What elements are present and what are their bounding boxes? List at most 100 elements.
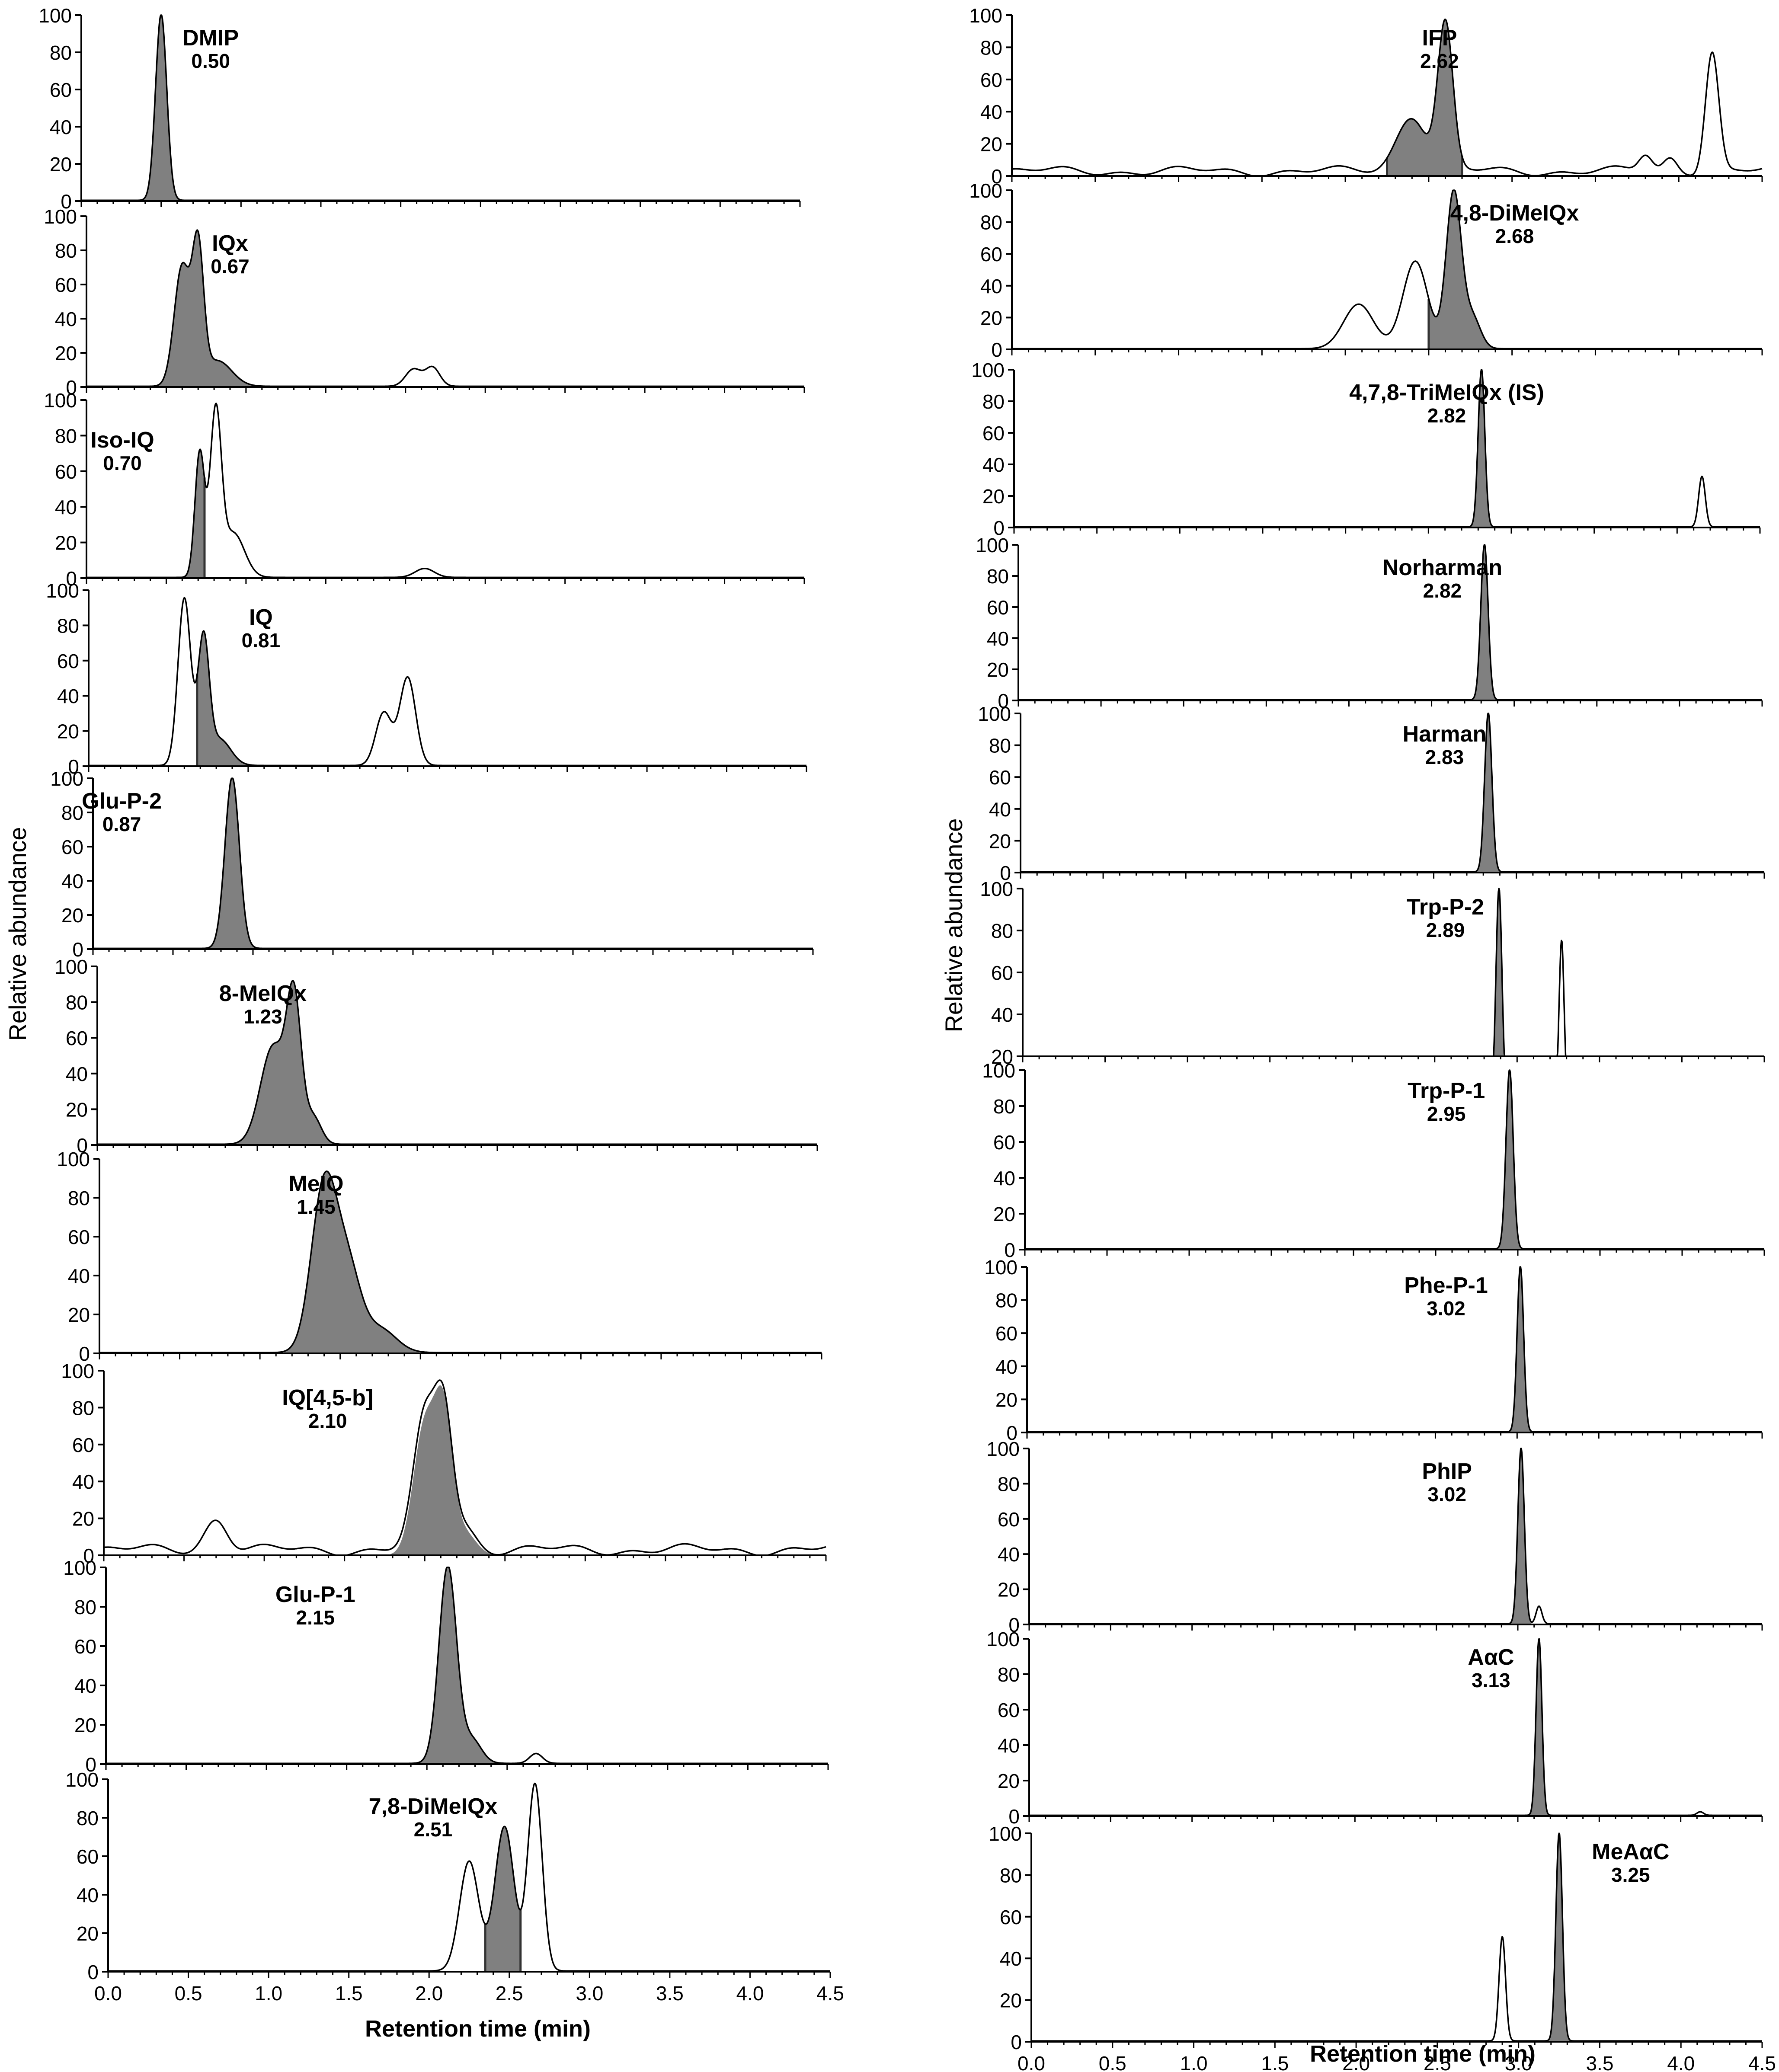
x-tick-label: 3.5 [656,1982,684,2005]
y-tick-label: 100 [50,767,83,790]
chromatogram-trace [99,1170,822,1353]
y-tick-label: 100 [980,878,1013,900]
y-tick-label: 100 [65,1768,99,1791]
compound-label: Trp-P-2 [1407,895,1484,920]
peak-area [235,981,334,1145]
y-tick-label: 20 [991,1046,1013,1068]
y-tick-label: 40 [55,308,77,330]
y-tick-label: 60 [991,962,1013,984]
compound-label: 4,7,8-TriMeIQx (IS) [1349,380,1544,405]
y-tick-label: 0 [1008,1805,1020,1828]
chromatogram-panel-16: 20 40 60 80 100 Trp-P-22.89 [980,878,1765,1068]
y-tick-label: 20 [1000,1989,1022,2012]
x-tick-label: 3.5 [1586,2052,1613,2072]
y-tick-label: 60 [55,460,77,483]
x-tick-label: 1.0 [1180,2052,1208,2072]
peak-area [1490,889,1509,1056]
compound-label: IFP [1422,26,1457,51]
y-tick-label: 80 [987,565,1009,588]
chromatogram-panel-3: 0 20 40 60 80 100 Iso-IQ0.70 [44,389,805,590]
retention-time-label: 3.13 [1472,1669,1510,1691]
y-tick-label: 60 [61,836,83,858]
y-tick-label: 60 [68,1226,90,1248]
compound-label: Norharman [1382,555,1502,580]
y-tick-label: 100 [986,1438,1020,1460]
compound-label: 8-MeIQx [219,981,307,1006]
y-tick-label: 60 [74,1635,96,1658]
chromatogram-trace [1011,19,1763,177]
x-tick-label: 3.0 [576,1982,603,2005]
chromatogram-panel-21: 0 20 40 60 80 100 0.0 0.5 1.0 1.5 2.0 2.5 3.0 3.5 4.0 4… [989,1823,1776,2072]
y-tick-label: 0 [85,1753,96,1776]
y-tick-label: 80 [998,1663,1020,1686]
chromatogram-trace [1022,888,1765,1057]
y-tick-label: 60 [982,422,1005,444]
y-tick-label: 60 [55,274,77,296]
compound-label: DMIP [182,26,239,51]
x-tick-label: 1.5 [335,1982,363,2005]
y-tick-label: 0 [68,755,79,778]
x-tick-label: 0.5 [1099,2052,1126,2072]
y-tick-label: 40 [50,116,72,138]
y-tick-label: 0 [991,339,1002,361]
retention-time-label: 2.95 [1427,1103,1466,1125]
y-tick-label: 20 [998,1770,1020,1792]
retention-time-label: 2.82 [1427,404,1466,427]
y-tick-label: 100 [969,179,1002,202]
retention-time-label: 2.83 [1425,746,1464,768]
peak-area [183,449,205,578]
right-xlabel: Retention time (min) [1310,2041,1536,2067]
y-tick-label: 60 [998,1508,1020,1531]
compound-label: PhIP [1422,1459,1472,1484]
y-tick-label: 80 [66,991,88,1014]
compound-label: 7,8-DiMeIQx [369,1794,498,1819]
chromatogram-trace [1027,1266,1763,1433]
y-tick-label: 40 [998,1734,1020,1757]
chromatogram-trace [1020,713,1765,873]
left-ylabel: Relative abundance [4,827,31,1041]
y-tick-label: 0 [991,165,1002,188]
y-tick-label: 100 [971,359,1005,381]
retention-time-label: 2.82 [1423,579,1462,602]
y-tick-label: 80 [55,425,77,447]
chromatogram-trace [1031,1832,1763,2042]
compound-label: IQ[4,5-b] [282,1385,373,1410]
y-tick-label: 100 [44,205,77,228]
chromatogram-panel-17: 0 20 40 60 80 100 Trp-P-12.95 [982,1059,1765,1261]
x-tick-label: 1.5 [1261,2052,1289,2072]
y-tick-label: 20 [989,830,1011,852]
y-tick-label: 100 [46,579,79,602]
y-tick-label: 0 [1000,862,1011,884]
y-tick-label: 0 [79,1343,90,1365]
compound-label: MeIQ [288,1171,343,1196]
y-tick-label: 0 [66,376,77,399]
retention-time-label: 3.02 [1427,1297,1465,1320]
y-tick-label: 60 [989,766,1011,789]
x-tick-label: 4.5 [816,1982,844,2005]
y-tick-label: 0 [83,1544,94,1567]
compound-label: Glu-P-2 [82,789,162,814]
y-tick-label: 20 [995,1388,1017,1411]
y-tick-label: 20 [55,532,77,554]
retention-time-label: 0.81 [242,629,281,652]
y-tick-label: 80 [1000,1864,1022,1887]
y-tick-label: 80 [991,920,1013,942]
y-tick-label: 80 [995,1289,1017,1312]
y-tick-label: 60 [1000,1906,1022,1928]
compound-label: IQ [249,605,273,630]
y-tick-label: 0 [1004,1239,1015,1261]
retention-time-label: 3.25 [1611,1864,1650,1886]
y-tick-label: 20 [998,1579,1020,1601]
chromatogram-panels: 020406080100DMIP0.50020406080100IQx0.670… [38,4,1776,2072]
peak-area [197,631,253,766]
y-tick-label: 20 [982,485,1005,508]
compound-label: IQx [212,231,248,256]
y-tick-label: 100 [44,389,77,412]
compound-label: Iso-IQ [90,428,154,453]
y-tick-label: 0 [66,567,77,590]
